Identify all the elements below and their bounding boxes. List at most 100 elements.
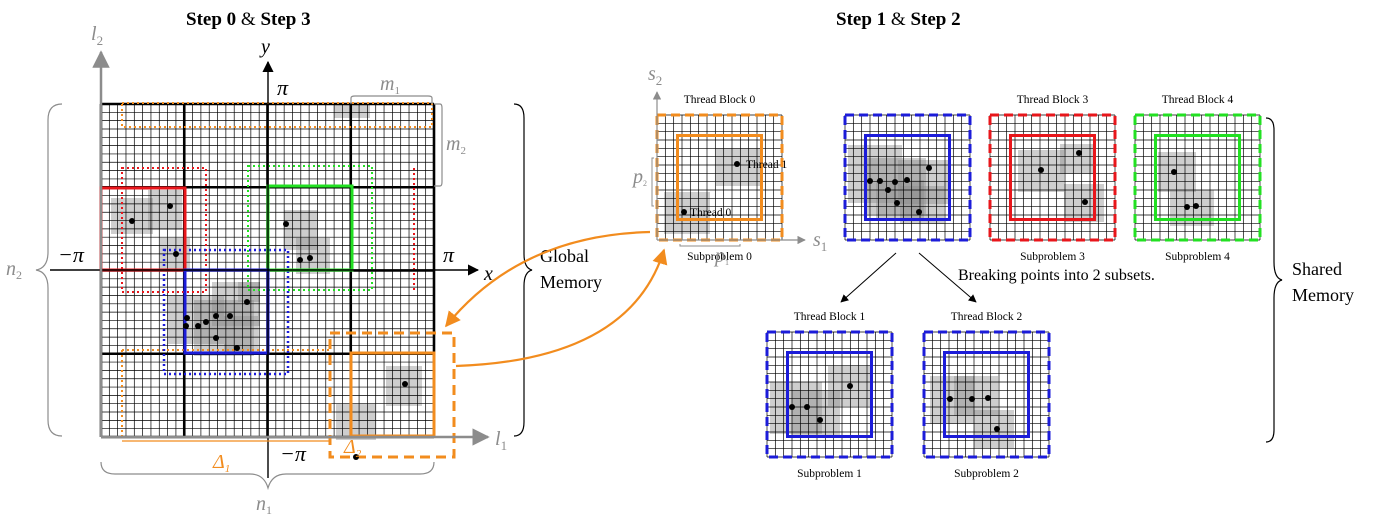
kernel-blob: [194, 300, 254, 356]
right-panel: Step 1 & Step 2 Thread Block 0 Subproblem…: [631, 9, 1354, 480]
block-to-global-arrow: [455, 248, 668, 368]
gray-kernel-blobs: [111, 104, 422, 440]
data-point: [804, 404, 810, 410]
data-point: [183, 323, 189, 329]
data-point: [167, 203, 173, 209]
data-point: [402, 381, 408, 387]
data-point: [129, 218, 135, 224]
data-point: [877, 178, 883, 184]
delta1-label: Δ1: [212, 451, 230, 475]
neg-pi-bottom-label: −π: [280, 441, 307, 466]
block-dashed-border: [1133, 113, 1262, 242]
data-point: [195, 323, 201, 329]
red-dotted-region: [121, 167, 207, 293]
block-inner-box: [676, 134, 763, 221]
n1-label: n1: [256, 493, 272, 517]
thread-1-label: Thread 1: [746, 159, 787, 171]
data-point: [1076, 150, 1082, 156]
data-point: [817, 417, 823, 423]
data-point: [789, 404, 795, 410]
blue-dotted-region: [162, 248, 290, 376]
global-to-block-arrow: [445, 230, 651, 328]
data-point: [969, 396, 975, 402]
data-point: [297, 257, 303, 263]
thread-block-2: Thread Block 3 Subproblem 3: [988, 94, 1117, 263]
data-point: [847, 383, 853, 389]
green-dotted-region: [247, 165, 373, 291]
delta2-label: Δ2: [343, 436, 362, 460]
kernel-blob: [148, 190, 182, 230]
block-dashed-border: [765, 330, 894, 459]
data-point: [1038, 167, 1044, 173]
block-inner-box: [1154, 134, 1241, 221]
data-point: [213, 335, 219, 341]
kernel-blob: [296, 238, 330, 274]
thread-block-label: Thread Block 3: [1017, 94, 1089, 106]
data-point: [947, 396, 953, 402]
data-point: [894, 200, 900, 206]
block-inner-box: [864, 134, 951, 221]
pi-right-label: π: [443, 242, 455, 267]
block-inner-box: [1009, 134, 1096, 221]
data-point: [353, 454, 359, 460]
shared-memory-brace: [1265, 117, 1283, 443]
data-point: [885, 187, 891, 193]
data-point: [1184, 204, 1190, 210]
subproblem-label: Subproblem 1: [797, 468, 862, 480]
global-memory-brace: [513, 103, 533, 437]
y-axis-label: y: [259, 36, 270, 58]
l2-axis-label: l2: [91, 23, 103, 48]
data-point: [681, 209, 687, 215]
data-point: [1171, 169, 1177, 175]
subproblem-label: Subproblem 0: [687, 251, 752, 263]
pi-top-label: π: [277, 75, 289, 100]
data-point: [203, 319, 209, 325]
m2-bracket: [434, 103, 443, 187]
data-point: [1193, 203, 1199, 209]
thread-block-label: Thread Block 2: [951, 311, 1023, 323]
block-inner-box: [943, 351, 1030, 438]
orange-dotted-region: [121, 102, 433, 128]
kernel-blob: [224, 316, 258, 354]
m2-label: m2: [446, 133, 466, 157]
data-point: [227, 313, 233, 319]
p2-label: p2: [631, 166, 647, 188]
p2-bracket: [651, 157, 654, 207]
data-point: [994, 426, 1000, 432]
data-point: [926, 165, 932, 171]
thread-block-label: Thread Block 1: [794, 311, 866, 323]
data-point: [213, 313, 219, 319]
s2-axis-label: s2: [648, 63, 662, 88]
s1-axis-label: s1: [813, 229, 827, 254]
shared-memory-label-line1: Shared: [1292, 259, 1342, 279]
n2-label: n2: [6, 258, 22, 282]
data-point: [1082, 199, 1088, 205]
right-title: Step 1 & Step 2: [836, 9, 961, 30]
thread-blocks: Thread Block 0 Subproblem 0 Thread Block 3…: [655, 94, 1262, 480]
n2-brace: [35, 103, 63, 437]
data-point: [283, 221, 289, 227]
data-point: [904, 177, 910, 183]
kernel-blob: [664, 192, 710, 234]
data-point: [867, 178, 873, 184]
data-points: [129, 203, 408, 460]
subproblem-label: Subproblem 3: [1020, 251, 1085, 263]
thread-block-label: Thread Block 4: [1162, 94, 1234, 106]
thread-block-3: Thread Block 4 Subproblem 4: [1133, 94, 1262, 263]
kernel-blob: [876, 180, 924, 218]
left-title: Step 0 & Step 3: [186, 9, 311, 30]
split-arrow-left: [840, 252, 897, 303]
data-point: [734, 161, 740, 167]
x-axis-label: x: [483, 263, 493, 285]
data-point: [892, 179, 898, 185]
neg-pi-left-label: −π: [58, 242, 85, 267]
left-panel: Step 0 & Step 3 y x l1 l2 π π −π −π: [6, 9, 668, 517]
global-memory-label-line1: Global: [540, 246, 589, 266]
kernel-blob: [848, 145, 902, 203]
data-point: [234, 345, 240, 351]
data-point: [244, 299, 250, 305]
data-point: [307, 255, 313, 261]
thread-block-label: Thread Block 0: [684, 94, 756, 106]
thread-block-1: [843, 113, 972, 242]
